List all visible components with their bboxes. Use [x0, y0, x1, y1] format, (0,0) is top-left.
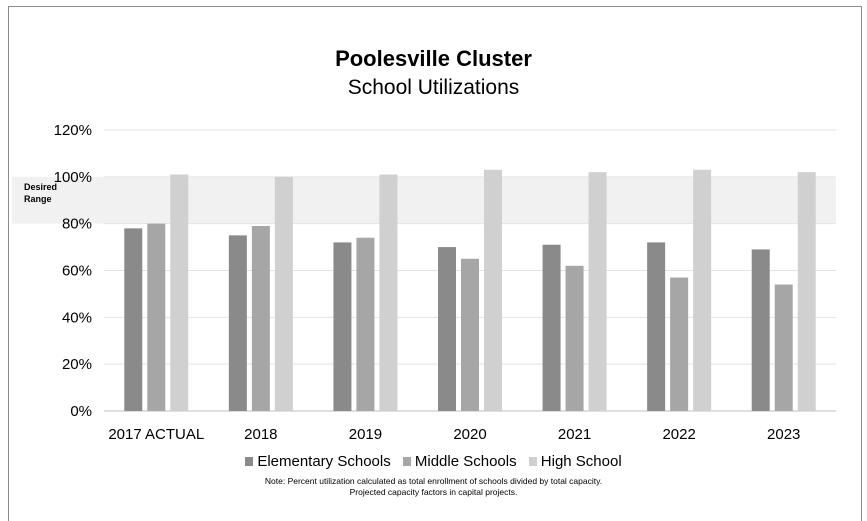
- legend-swatch-middle: [402, 457, 411, 466]
- bar: [797, 172, 816, 411]
- bar: [228, 235, 247, 411]
- bar: [774, 284, 793, 411]
- bar: [565, 265, 584, 411]
- chart-legend: Elementary Schools Middle Schools High S…: [0, 453, 867, 470]
- desired-range-label: Desired: [24, 182, 57, 192]
- bar: [438, 247, 456, 411]
- desired-range-band: [12, 176, 836, 224]
- bar: [461, 258, 479, 411]
- bar: [170, 174, 189, 411]
- legend-item-elementary: Elementary Schools: [245, 453, 391, 470]
- bar: [251, 226, 270, 411]
- bar: [484, 169, 502, 411]
- legend-item-middle: Middle Schools: [402, 453, 517, 470]
- bar: [588, 172, 607, 411]
- y-tick-label: 60%: [62, 263, 92, 280]
- chart-title: Poolesville Cluster: [335, 46, 532, 71]
- y-tick-label: 120%: [54, 122, 92, 139]
- y-tick-label: 0%: [70, 403, 92, 420]
- x-tick-label: 2021: [558, 426, 591, 443]
- y-tick-label: 80%: [62, 216, 92, 233]
- bar: [356, 237, 375, 411]
- legend-swatch-high: [528, 457, 537, 466]
- bar: [124, 228, 143, 411]
- legend-item-high: High School: [528, 453, 622, 470]
- bar: [647, 242, 666, 411]
- bar: [274, 176, 293, 411]
- x-tick-label: 2020: [453, 426, 486, 443]
- y-tick-label: 20%: [62, 356, 92, 373]
- bar: [333, 242, 352, 411]
- bar: [542, 244, 561, 411]
- legend-label-elementary: Elementary Schools: [257, 453, 391, 470]
- legend-label-middle: Middle Schools: [414, 453, 517, 470]
- y-tick-label: 100%: [54, 169, 92, 186]
- bar: [693, 169, 712, 411]
- x-tick-label: 2023: [767, 426, 800, 443]
- x-tick-label: 2022: [662, 426, 695, 443]
- chart-note: Note: Percent utilization calculated as …: [0, 476, 867, 498]
- y-tick-label: 40%: [62, 309, 92, 326]
- note-line-2: Projected capacity factors in capital pr…: [349, 487, 518, 497]
- legend-label-high: High School: [540, 453, 622, 470]
- bar: [147, 223, 166, 411]
- desired-range-label: Range: [24, 194, 52, 204]
- x-tick-label: 2017 ACTUAL: [108, 426, 204, 443]
- bar: [670, 277, 689, 411]
- bar: [751, 249, 770, 411]
- x-tick-label: 2019: [349, 426, 382, 443]
- chart-subtitle: School Utilizations: [347, 76, 520, 99]
- x-tick-label: 2018: [244, 426, 277, 443]
- bar: [379, 174, 398, 411]
- legend-swatch-elementary: [245, 457, 254, 466]
- note-line-1: Note: Percent utilization calculated as …: [264, 476, 603, 486]
